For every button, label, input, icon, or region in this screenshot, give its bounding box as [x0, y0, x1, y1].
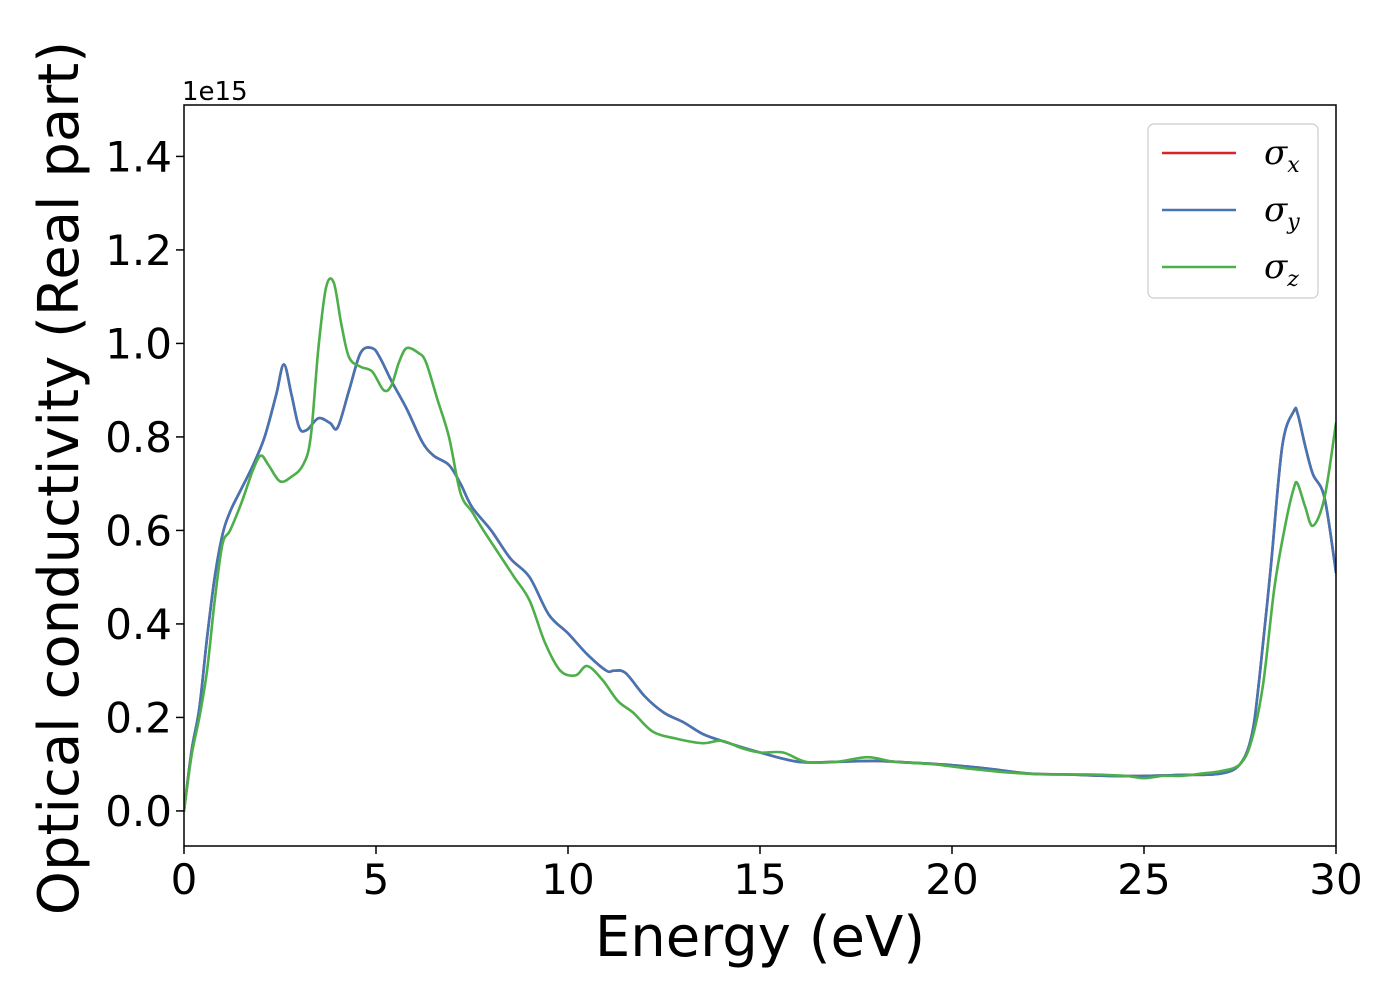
y-offset-text: 1e15 [182, 77, 248, 107]
y-tick-label: 0.2 [105, 693, 172, 742]
x-tick-label: 15 [733, 855, 786, 904]
x-tick-label: 5 [363, 855, 390, 904]
y-tick-label: 0.0 [105, 787, 172, 836]
y-tick-label: 1.0 [105, 319, 172, 368]
legend-label-sigma-z: σz [1264, 247, 1299, 292]
y-axis: 0.0 0.2 0.4 0.6 0.8 1.0 1.2 1.4 [105, 132, 184, 836]
y-tick-label: 1.2 [105, 226, 172, 275]
series-layer [184, 277, 1336, 813]
y-tick-label: 0.6 [105, 506, 172, 555]
x-axis-title: Energy (eV) [595, 905, 925, 970]
x-tick-label: 10 [541, 855, 594, 904]
y-tick-label: 1.4 [105, 132, 172, 181]
series-line-sigma-y [184, 346, 1336, 813]
x-tick-label: 0 [171, 855, 198, 904]
legend-label-sigma-x: σx [1264, 133, 1300, 178]
x-tick-label: 20 [925, 855, 978, 904]
y-tick-label: 0.4 [105, 600, 172, 649]
x-tick-label: 30 [1309, 855, 1362, 904]
series-line-sigma-z [184, 277, 1336, 813]
x-axis: 0 5 10 15 20 25 30 [171, 846, 1363, 904]
y-tick-label: 0.8 [105, 413, 172, 462]
legend: σx σy σz [1147, 123, 1319, 299]
y-axis-title: Optical conductivity (Real part) [27, 41, 92, 915]
x-tick-label: 25 [1117, 855, 1170, 904]
legend-label-sigma-y: σy [1264, 190, 1300, 235]
